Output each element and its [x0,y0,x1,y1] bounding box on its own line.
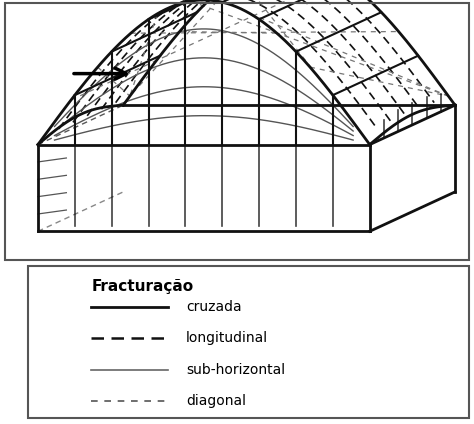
Bar [28,266,469,418]
Text: cruzada: cruzada [186,300,241,314]
Text: Fracturação: Fracturação [91,279,193,293]
Text: sub-horizontal: sub-horizontal [186,363,285,377]
Bar [5,3,469,260]
Text: diagonal: diagonal [186,394,246,408]
Text: longitudinal: longitudinal [186,331,268,345]
